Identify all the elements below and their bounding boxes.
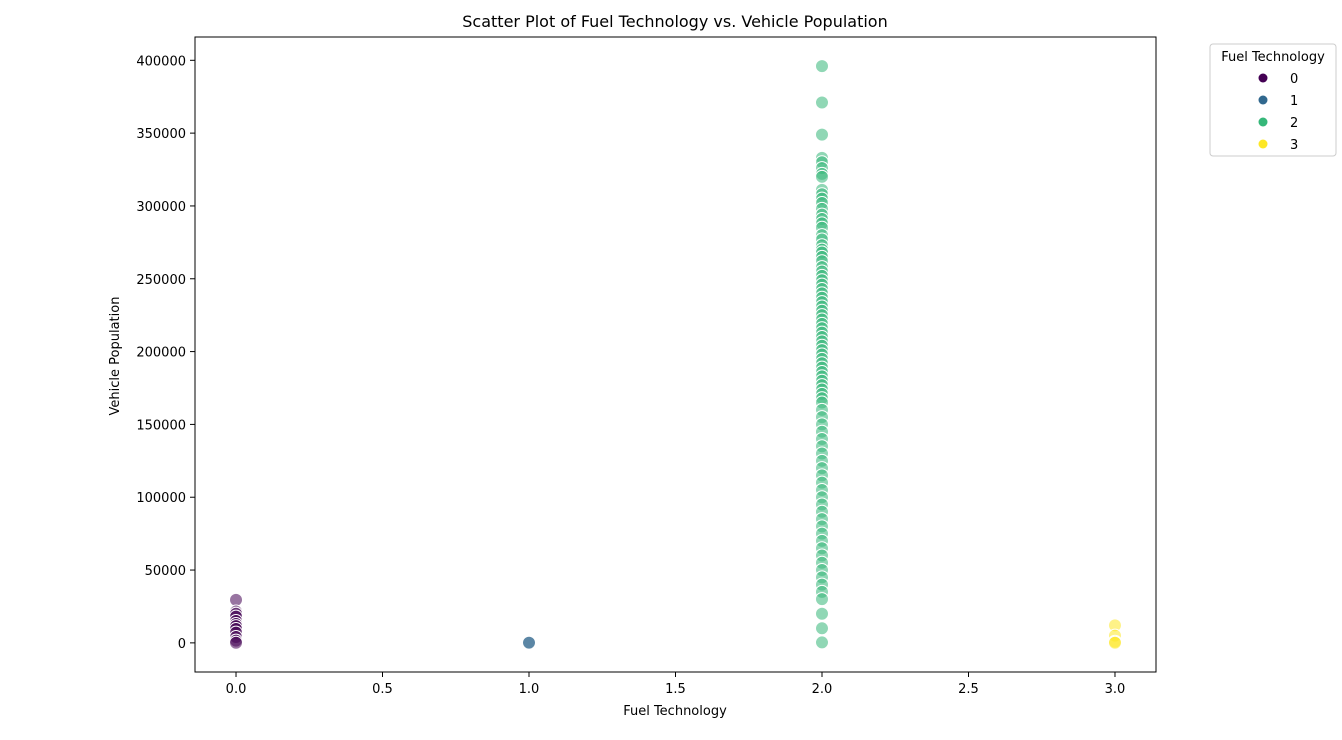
data-point-fuel-0 <box>229 592 244 607</box>
legend-box <box>1209 43 1337 157</box>
x-tick-label: 0.5 <box>372 682 393 697</box>
x-tick-label: 0.0 <box>226 682 247 697</box>
data-point-fuel-2 <box>814 169 829 184</box>
legend-label: 1 <box>1290 94 1298 109</box>
y-tick-label: 50000 <box>145 564 186 579</box>
x-tick-label: 2.5 <box>958 682 979 697</box>
data-points <box>229 59 1122 650</box>
data-point-fuel-3 <box>1107 635 1122 650</box>
chart-title: Scatter Plot of Fuel Technology vs. Vehi… <box>462 12 887 31</box>
legend-label: 3 <box>1290 138 1298 153</box>
legend-title: Fuel Technology <box>1221 50 1325 65</box>
data-point-fuel-2 <box>814 95 829 110</box>
data-point-fuel-2 <box>814 606 829 621</box>
legend-label: 2 <box>1290 116 1298 131</box>
data-point-fuel-2 <box>814 59 829 74</box>
legend-marker <box>1258 139 1268 149</box>
data-point-fuel-2 <box>814 127 829 142</box>
x-tick-label: 1.5 <box>665 682 686 697</box>
legend-label: 0 <box>1290 72 1298 87</box>
y-tick-label: 350000 <box>136 127 186 142</box>
x-axis: 0.0 0.5 1.0 1.5 2.0 2.5 3.0 <box>226 672 1126 697</box>
y-axis-label: Vehicle Population <box>108 297 123 416</box>
legend: Fuel Technology 0 1 2 3 <box>1209 43 1337 157</box>
legend-marker <box>1258 117 1268 127</box>
data-point-fuel-2 <box>814 635 829 650</box>
data-point-fuel-0 <box>229 635 244 650</box>
y-tick-label: 100000 <box>136 491 186 506</box>
y-tick-label: 200000 <box>136 346 186 361</box>
y-tick-label: 150000 <box>136 418 186 433</box>
x-tick-label: 2.0 <box>812 682 833 697</box>
y-tick-label: 0 <box>178 637 186 652</box>
y-tick-label: 400000 <box>136 54 186 69</box>
y-axis: 0 50000 100000 150000 200000 250000 300000 3500… <box>136 54 195 652</box>
legend-marker <box>1258 73 1268 83</box>
data-point-fuel-2 <box>814 621 829 636</box>
y-tick-label: 300000 <box>136 200 186 215</box>
x-tick-label: 3.0 <box>1105 682 1126 697</box>
data-point-fuel-1 <box>522 635 537 650</box>
x-axis-label: Fuel Technology <box>623 704 727 719</box>
legend-marker <box>1258 95 1268 105</box>
x-tick-label: 1.0 <box>519 682 540 697</box>
data-point-fuel-2 <box>814 592 829 607</box>
y-tick-label: 250000 <box>136 273 186 288</box>
